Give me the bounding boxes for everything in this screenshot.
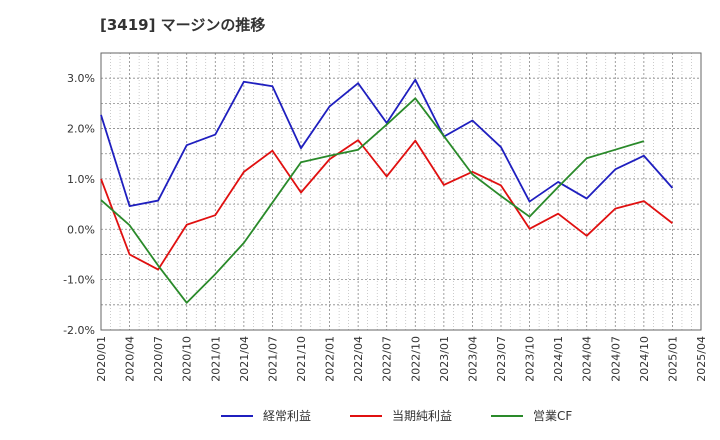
chart-title: [3419] マージンの推移: [100, 16, 266, 34]
x-tick-label: 2020/10: [181, 336, 194, 382]
x-tick-label: 2020/04: [124, 336, 137, 382]
series-line-2: [100, 139, 673, 271]
y-tick-label: 3.0%: [67, 72, 95, 85]
plot-border: [100, 52, 702, 331]
x-tick-label: 2024/01: [552, 336, 565, 382]
x-tick-label: 2020/07: [152, 336, 165, 382]
y-tick-label: 1.0%: [67, 173, 95, 186]
y-tick-label: -1.0%: [63, 274, 95, 287]
x-tick-label: 2021/10: [295, 336, 308, 382]
series-line-1: [100, 78, 674, 208]
x-tick-label: 2021/01: [209, 336, 222, 382]
x-tick-label: 2022/01: [324, 336, 337, 382]
plot-area: [101, 53, 701, 330]
legend-label-1: 経常利益: [263, 409, 311, 423]
legend-label-2: 当期純利益: [392, 409, 452, 423]
x-tick-label: 2024/10: [638, 336, 651, 382]
x-tick-label: 2025/01: [666, 336, 679, 382]
y-tick-label: -2.0%: [63, 324, 95, 337]
x-tick-label: 2022/04: [352, 336, 365, 382]
x-tick-label: 2020/01: [95, 336, 108, 382]
x-tick-label: 2024/04: [581, 336, 594, 382]
x-tick-label: 2022/10: [409, 336, 422, 382]
x-tick-label: 2023/07: [495, 336, 508, 382]
legend-label-3: 営業CF: [533, 409, 572, 423]
series-line-3: [100, 97, 645, 304]
x-tick-label: 2021/04: [238, 336, 251, 382]
y-tick-label: 2.0%: [67, 123, 95, 136]
x-tick-label: 2025/04: [695, 336, 708, 382]
x-tick-label: 2022/07: [381, 336, 394, 382]
x-tick-label: 2024/07: [609, 336, 622, 382]
x-tick-label: 2021/07: [266, 336, 279, 382]
x-tick-label: 2023/10: [524, 336, 537, 382]
y-tick-label: 0.0%: [67, 223, 95, 236]
x-tick-label: 2023/04: [466, 336, 479, 382]
x-tick-label: 2023/01: [438, 336, 451, 382]
